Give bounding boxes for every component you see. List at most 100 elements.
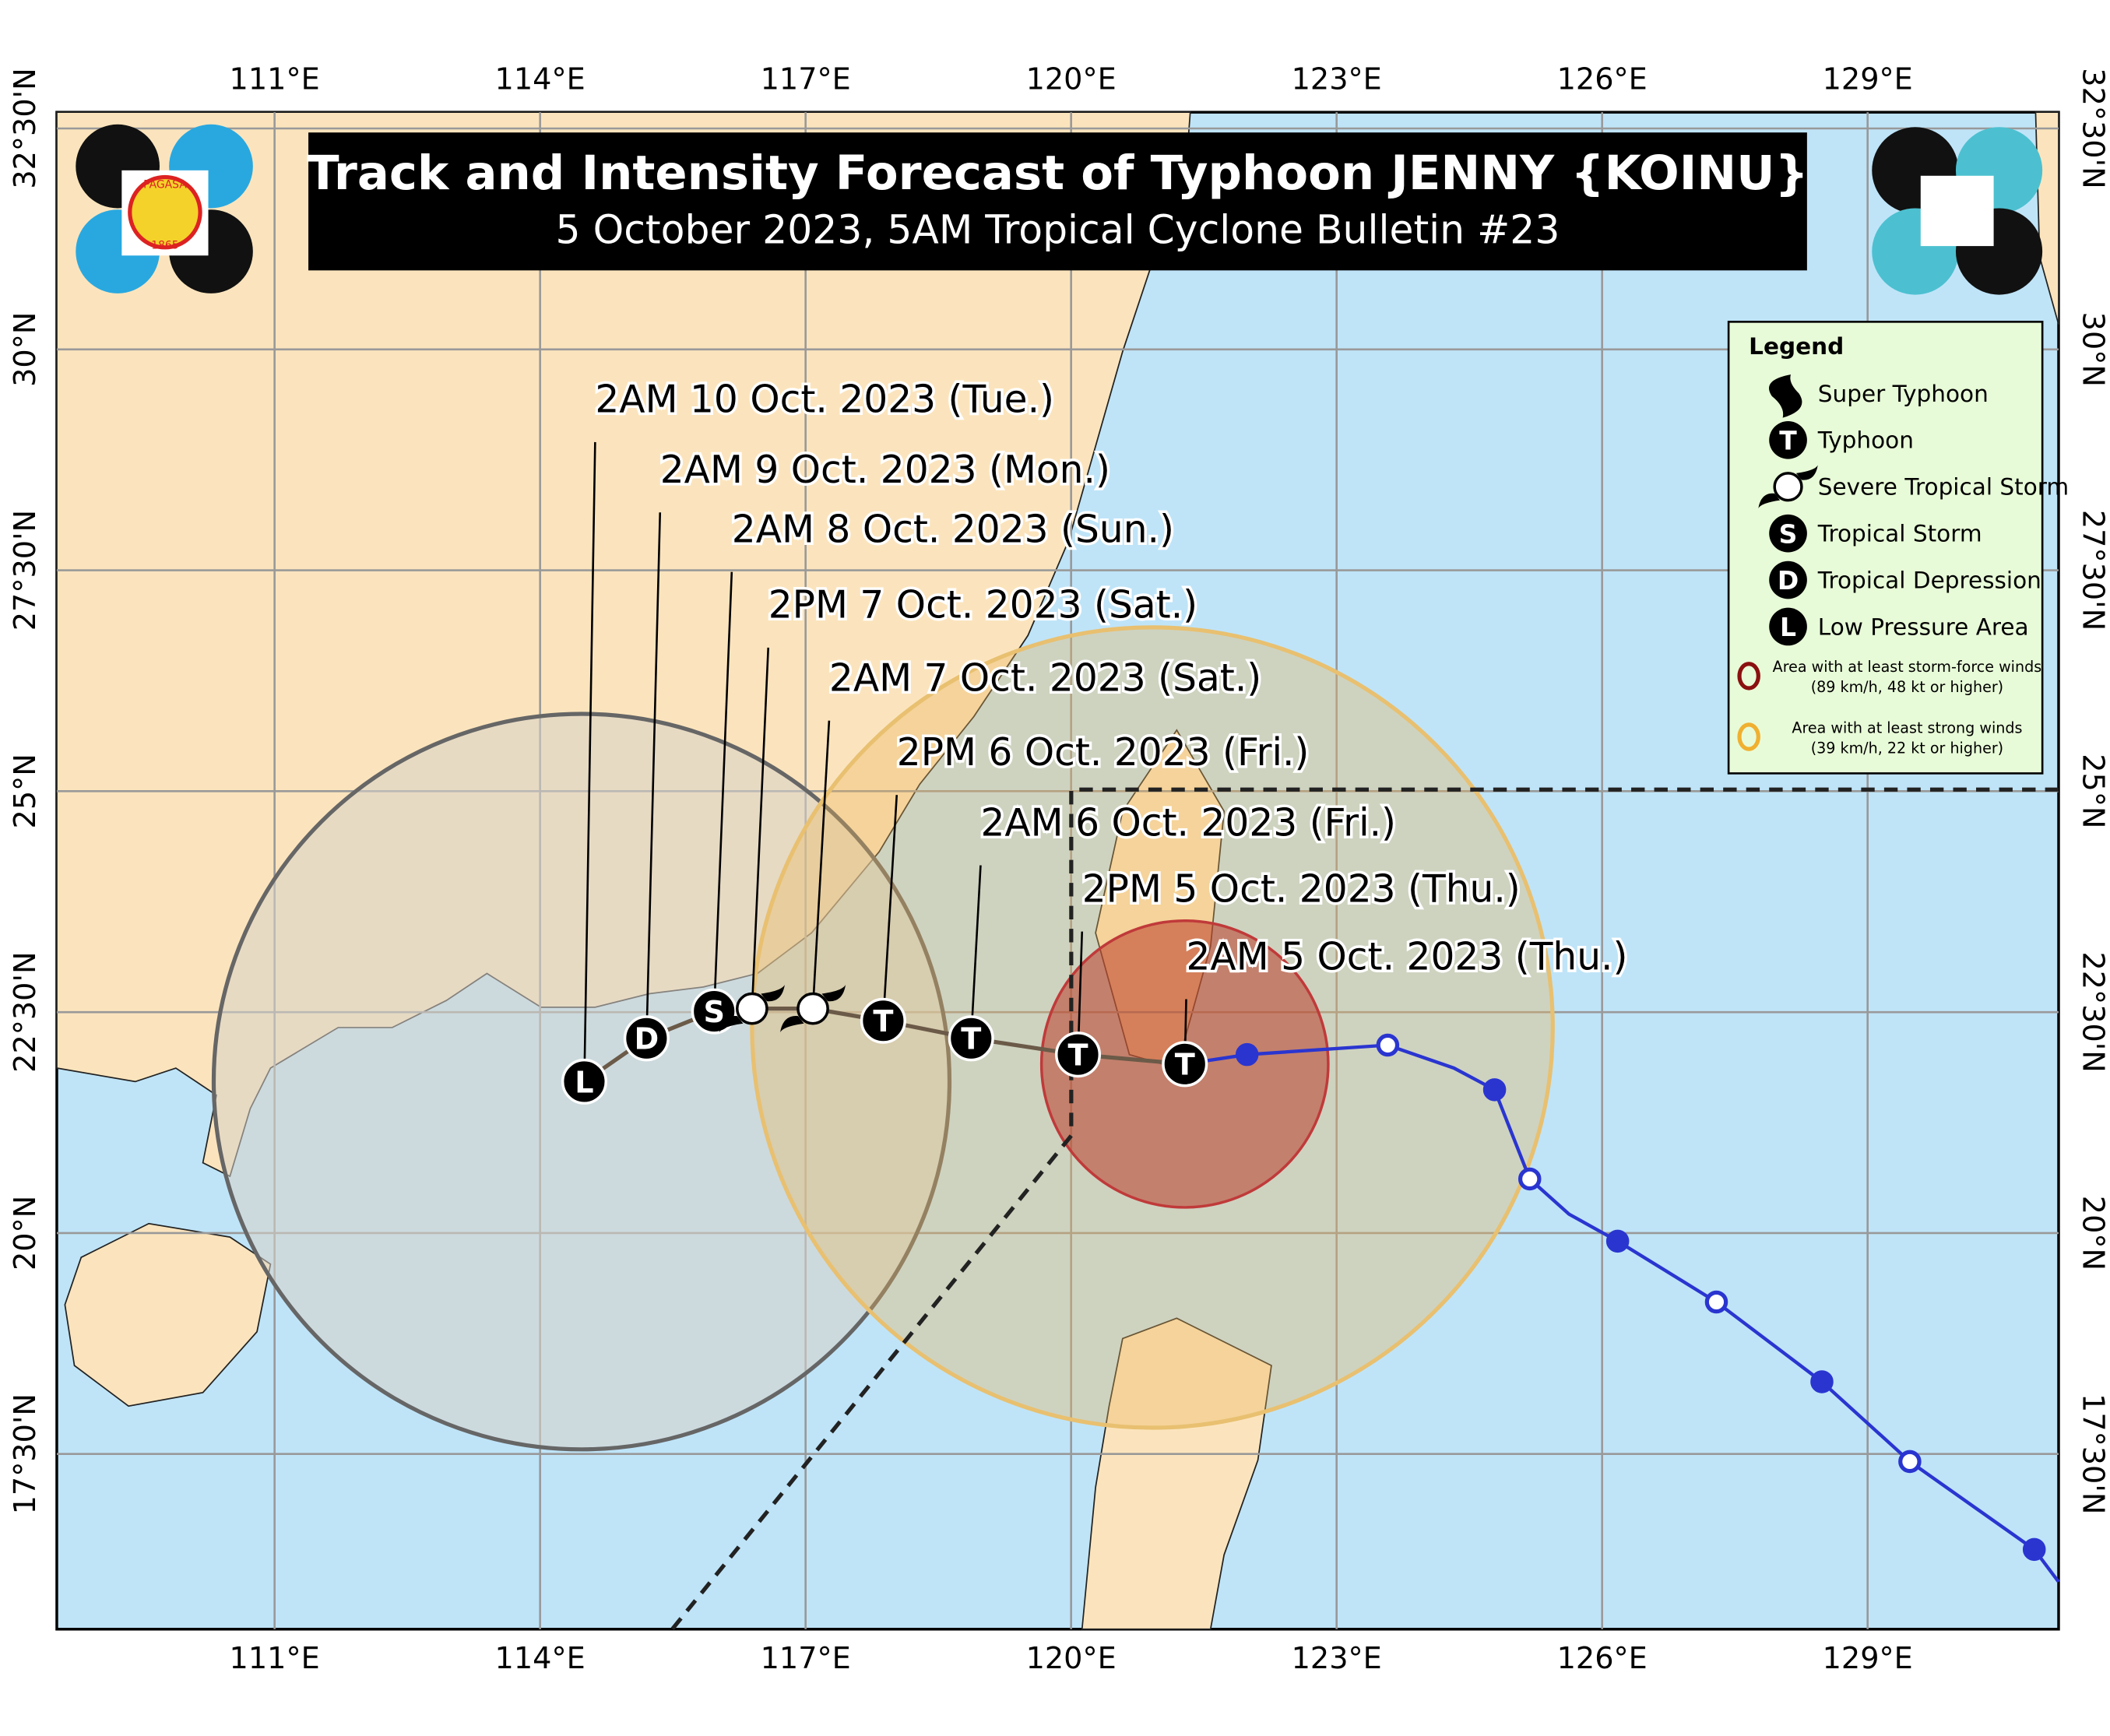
past-position	[1517, 1167, 1542, 1191]
sts-marker	[797, 992, 829, 1025]
past-position	[1704, 1290, 1728, 1314]
marker-symbol: T	[1067, 1039, 1088, 1074]
legend-icon	[1769, 561, 1807, 599]
super-typhoon-icon	[1768, 374, 1802, 418]
title-background	[308, 132, 1807, 271]
area-icon	[1737, 722, 1760, 751]
area-detail: (39 km/h, 22 kt or higher)	[1811, 739, 2003, 757]
lon-label-bottom: 117°E	[761, 1642, 851, 1676]
lon-label-top: 129°E	[1823, 63, 1913, 97]
legend-label: Severe Tropical Storm	[1818, 474, 2069, 501]
legend-symbol: L	[1780, 612, 1796, 642]
lat-label-left: 17°30'N	[9, 1393, 43, 1514]
lon-label-top: 123°E	[1292, 63, 1382, 97]
logo-year: 1865	[151, 240, 178, 252]
forecast-marker	[1055, 1031, 1102, 1078]
marker-symbol: T	[961, 1023, 981, 1057]
legend-label: Tropical Depression	[1817, 567, 2041, 593]
legend-label: Tropical Storm	[1817, 521, 1982, 547]
past-position	[1810, 1370, 1834, 1393]
forecast-marker	[1162, 1041, 1208, 1088]
forecast-marker	[623, 1015, 670, 1062]
lon-label-top: 114°E	[495, 63, 586, 97]
title-box: Track and Intensity Forecast of Typhoon …	[307, 132, 1809, 271]
legend-label: Typhoon	[1817, 427, 1914, 454]
lat-label-right: 30°N	[2075, 312, 2109, 387]
lon-label-bottom: 111°E	[230, 1642, 320, 1676]
legend-symbol: T	[1779, 425, 1797, 455]
lon-label-bottom: 126°E	[1557, 1642, 1648, 1676]
legend-title: Legend	[1749, 333, 1844, 360]
par-boundary	[670, 787, 2059, 1631]
past-position	[1235, 1042, 1259, 1067]
forecast-label: 2PM 6 Oct. 2023 (Fri.)	[897, 731, 1310, 775]
area-icon	[1737, 662, 1760, 691]
lat-label-right: 32°30'N	[2075, 68, 2109, 188]
forecast-label: 2AM 5 Oct. 2023 (Thu.)	[1187, 935, 1628, 979]
legend-icon	[1769, 607, 1807, 646]
lat-label-left: 22°30'N	[9, 951, 43, 1072]
sts-marker	[1773, 472, 1803, 502]
lon-label-bottom: 123°E	[1292, 1642, 1382, 1676]
leader-line	[969, 865, 982, 1038]
sts-tail	[1758, 465, 1818, 509]
marker-symbol: D	[635, 1023, 659, 1057]
dost-logo	[1872, 127, 2043, 295]
forecast-label: 2PM 5 Oct. 2023 (Thu.)	[1082, 867, 1521, 911]
leader-line	[882, 795, 899, 1021]
lon-label-bottom: 129°E	[1823, 1642, 1913, 1676]
marker-symbol: S	[703, 996, 725, 1030]
legend-icon	[1769, 514, 1807, 553]
forecast-label: 2AM 8 Oct. 2023 (Sun.)	[732, 508, 1174, 551]
leader-line	[751, 647, 770, 1009]
sts-tail	[780, 985, 846, 1033]
forecast-marker	[860, 997, 906, 1044]
subtitle: 5 October 2023, 5AM Tropical Cyclone Bul…	[556, 207, 1560, 253]
sts-tail	[719, 985, 785, 1033]
track-markers: LDS TT T T	[561, 441, 2046, 1562]
lon-label-bottom: 114°E	[495, 1642, 586, 1676]
lat-label-left: 20°N	[9, 1196, 43, 1270]
lat-label-left: 25°N	[9, 754, 43, 828]
area-detail: (89 km/h, 48 kt or higher)	[1811, 678, 2003, 696]
marker-symbol: T	[873, 1005, 893, 1039]
lat-label-right: 17°30'N	[2075, 1393, 2109, 1514]
marker-symbol: L	[575, 1066, 593, 1100]
leader-line	[712, 571, 733, 1012]
hainan	[64, 1222, 272, 1407]
legend-symbol: D	[1778, 565, 1799, 596]
lat-label-right: 25°N	[2075, 754, 2109, 828]
forecast-marker	[561, 1058, 607, 1105]
lon-label-top: 111°E	[230, 63, 320, 97]
area-label: Area with at least strong winds	[1792, 719, 2022, 736]
legend-icon	[1769, 421, 1807, 459]
lat-label-right: 27°30'N	[2075, 510, 2109, 631]
luzon	[1081, 1317, 1272, 1630]
past-position	[1376, 1033, 1400, 1057]
legend-label: Super Typhoon	[1818, 381, 1989, 407]
forecast-marker	[948, 1015, 994, 1062]
past-position	[1898, 1450, 1922, 1474]
legend: Legend Super Typhoon T Typhoon Severe Tropi…	[1727, 321, 2069, 775]
lon-label-top: 126°E	[1557, 63, 1648, 97]
forecast-label: 2AM 6 Oct. 2023 (Fri.)	[980, 801, 1396, 845]
pagasa-logo: PAGASA 1865	[76, 124, 253, 293]
forecast-label: 2AM 9 Oct. 2023 (Mon.)	[660, 448, 1110, 492]
lon-label-top: 117°E	[761, 63, 851, 97]
forecast-label: 2AM 7 Oct. 2023 (Sat.)	[829, 656, 1261, 700]
marker-symbol: T	[1175, 1049, 1195, 1083]
logo-name: PAGASA	[143, 178, 187, 191]
leader-line	[645, 512, 662, 1038]
forecast-label: 2PM 7 Oct. 2023 (Sat.)	[768, 584, 1197, 627]
forecast-label: 2AM 10 Oct. 2023 (Tue.)	[595, 378, 1054, 422]
lat-label-left: 32°30'N	[9, 68, 43, 188]
area-label: Area with at least storm-force winds	[1773, 658, 2042, 676]
past-position	[2022, 1537, 2046, 1562]
lat-label-left: 27°30'N	[9, 510, 43, 631]
lat-label-right: 20°N	[2075, 1196, 2109, 1270]
lat-label-right: 22°30'N	[2075, 951, 2109, 1072]
past-position	[1605, 1229, 1630, 1253]
title: Track and Intensity Forecast of Typhoon …	[307, 146, 1809, 201]
